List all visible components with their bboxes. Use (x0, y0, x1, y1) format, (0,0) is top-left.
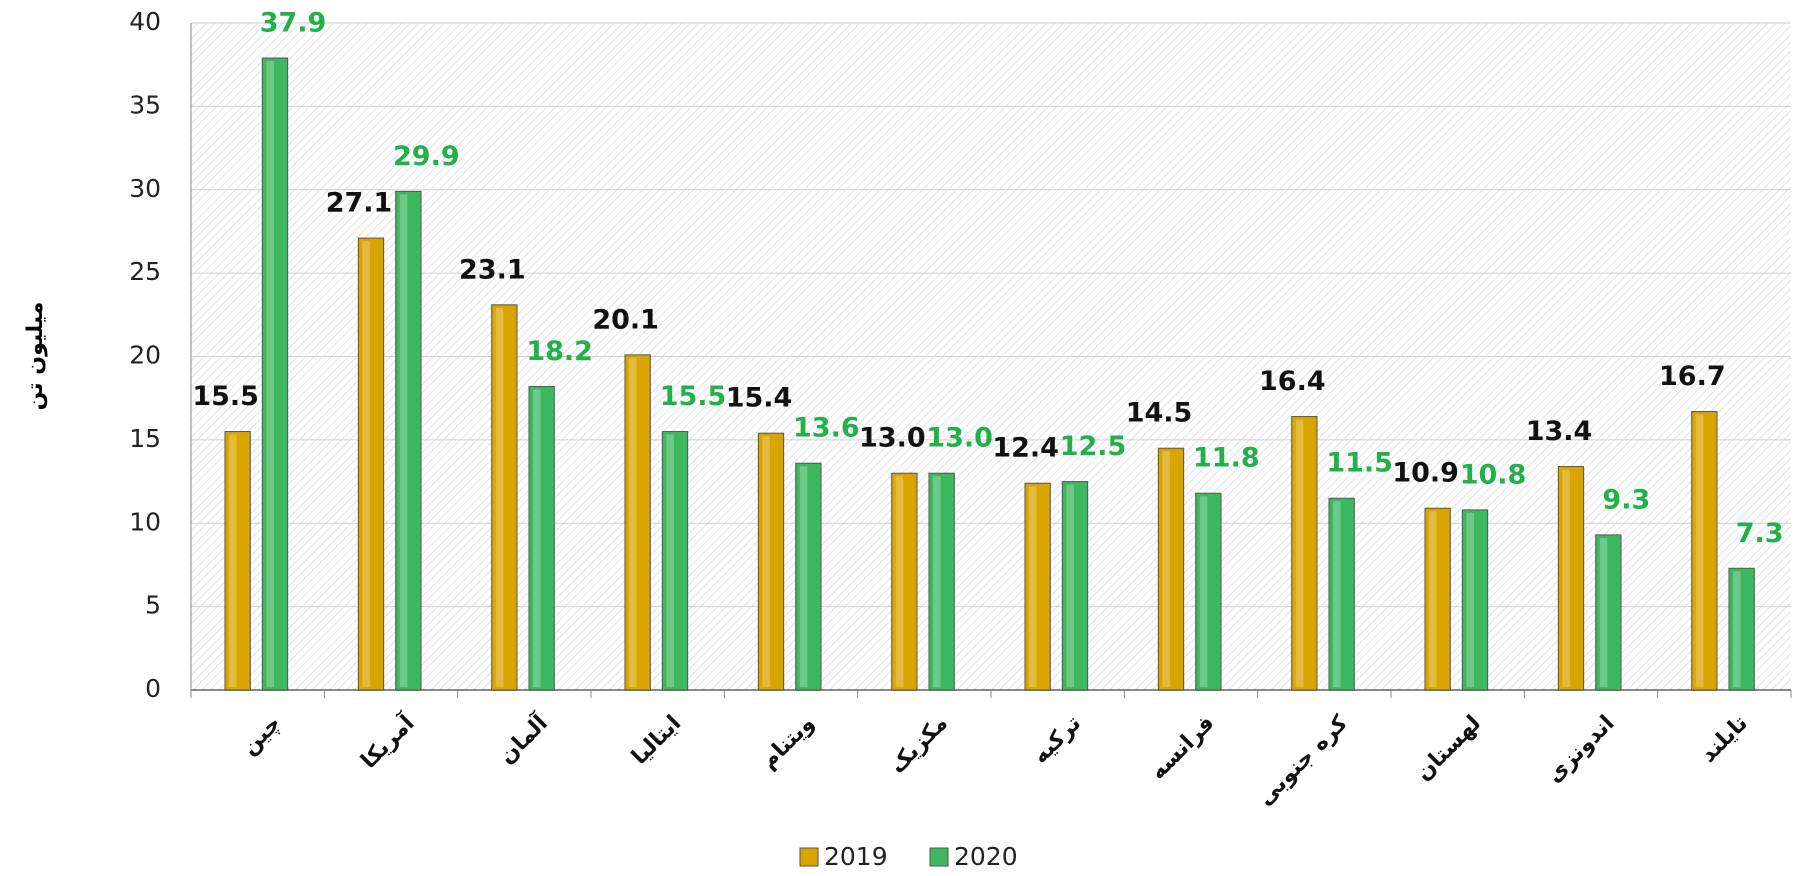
x-tick-label: اندونزی (1542, 711, 1619, 788)
bar-shine (762, 436, 770, 687)
y-tick-label: 10 (129, 507, 161, 536)
value-label: 10.9 (1392, 458, 1459, 489)
bar-shine (1562, 469, 1570, 687)
y-axis-label: میلیون تن (23, 302, 48, 411)
bar (1728, 567, 1755, 691)
bar (1424, 507, 1451, 691)
bar-shine (1199, 496, 1208, 687)
x-tick-label: آلمان (492, 708, 553, 769)
x-tick-label: ترکیه (1028, 711, 1086, 769)
bar (928, 472, 955, 691)
x-tick-label: ایتالیا (627, 711, 686, 770)
bar-shine (1333, 501, 1341, 687)
value-label: 18.2 (526, 336, 593, 367)
bar (757, 432, 785, 691)
x-tick-label: ویتنام (756, 711, 819, 774)
value-label: 7.3 (1736, 518, 1784, 549)
value-label: 27.1 (326, 188, 393, 219)
legend-label: 2019 (824, 842, 888, 871)
bar (1328, 497, 1355, 691)
value-label: 12.4 (992, 433, 1059, 464)
bar-shine (1733, 571, 1741, 687)
bar (1557, 466, 1585, 691)
y-tick-label: 20 (129, 341, 161, 370)
value-label: 9.3 (1602, 484, 1650, 515)
x-tick-label: لهستان (1411, 711, 1486, 786)
value-label: 37.9 (260, 8, 327, 39)
value-label: 13.0 (926, 423, 993, 454)
x-tick-label: کره جنوبی (1253, 711, 1353, 811)
value-label: 13.0 (859, 423, 926, 454)
bar (1291, 416, 1318, 691)
y-tick-label: 25 (129, 257, 161, 286)
bar-shine (666, 434, 674, 687)
value-label: 16.4 (1259, 366, 1326, 397)
value-label: 15.4 (726, 383, 793, 414)
bar-shine (895, 476, 904, 687)
bar (261, 57, 289, 691)
bar-shine (1466, 512, 1474, 687)
bar (357, 237, 385, 691)
bar (224, 431, 251, 691)
value-label: 29.9 (393, 141, 460, 172)
x-tick-label: فرانسه (1146, 711, 1220, 785)
bar (528, 386, 555, 691)
value-label: 23.1 (459, 254, 526, 285)
legend-label: 2020 (954, 842, 1018, 871)
bar-shine (362, 241, 370, 688)
value-label: 11.8 (1193, 443, 1260, 474)
y-tick-label: 35 (129, 90, 161, 119)
bar-shine (799, 466, 808, 687)
x-tick-label: تایلند (1696, 711, 1753, 768)
bar (1157, 447, 1185, 691)
bar-shine (495, 307, 504, 687)
x-tick-label: آمریکا (354, 708, 419, 773)
value-label: 14.5 (1126, 398, 1193, 429)
bar (1691, 411, 1718, 691)
bar-shine (229, 434, 237, 687)
bar (1461, 509, 1489, 691)
value-label: 13.4 (1526, 416, 1593, 447)
value-label: 13.6 (793, 413, 860, 444)
legend-swatch (799, 847, 819, 867)
y-tick-label: 0 (145, 674, 161, 703)
bar (624, 354, 651, 691)
value-label: 10.8 (1460, 459, 1527, 490)
y-tick-label: 15 (129, 424, 161, 453)
bar-shine (399, 194, 408, 688)
bar (1595, 534, 1622, 691)
bar-shine (1162, 451, 1170, 687)
value-label: 15.5 (660, 381, 727, 412)
bar-shine (1429, 511, 1437, 687)
y-tick-label: 40 (129, 7, 161, 36)
value-label: 20.1 (592, 304, 659, 335)
bar-shine (533, 389, 541, 687)
bar (395, 190, 422, 691)
bar (491, 304, 518, 691)
bar-shine (1295, 419, 1304, 687)
value-label: 16.7 (1659, 361, 1726, 392)
bar-shine (629, 357, 637, 687)
bar (1024, 482, 1051, 691)
x-tick-label: مکزیک (885, 711, 953, 779)
bar (1061, 481, 1089, 691)
bar-shine (1029, 486, 1037, 687)
bar (1195, 492, 1222, 691)
value-label: 12.5 (1060, 431, 1127, 462)
bar (891, 472, 918, 691)
y-tick-label: 5 (145, 591, 161, 620)
y-tick-label: 30 (129, 174, 161, 203)
bar-shine (1599, 537, 1608, 687)
legend-swatch (929, 847, 949, 867)
value-label: 15.5 (192, 381, 259, 412)
bar (795, 462, 822, 691)
value-label: 11.5 (1326, 448, 1393, 479)
bar-shine (266, 61, 274, 687)
bar-shine (1066, 484, 1074, 687)
bar-shine (933, 476, 941, 687)
x-tick-label: چین (237, 711, 286, 760)
bar-shine (1695, 414, 1704, 687)
bar (661, 431, 689, 691)
